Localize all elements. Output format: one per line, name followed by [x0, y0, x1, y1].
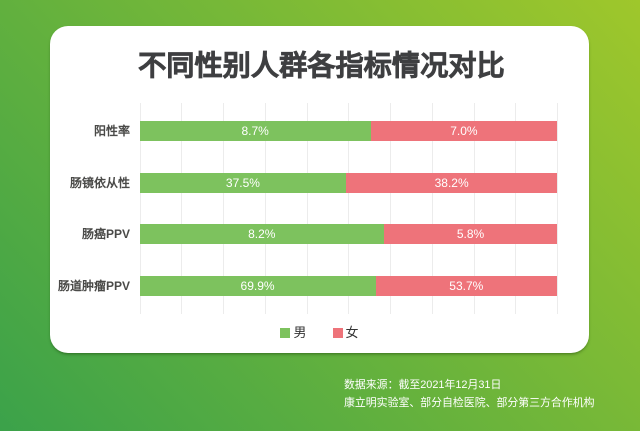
gridline [181, 102, 183, 314]
legend-swatch-icon [332, 327, 343, 338]
bar-value-label: 8.2% [248, 227, 276, 242]
plot-area: 阳性率 8.7% 7.0% 肠镜依从性 37.5% 38.2% 肠癌PPV 8.2% 5.8% 肠… [58, 102, 558, 314]
legend-item-女: 女 [332, 325, 359, 340]
bar-segment-female: 38.2% [346, 172, 557, 193]
bar-segment-male: 8.7% [139, 120, 371, 141]
bar-肠镜依从性: 37.5% 38.2% [139, 172, 558, 193]
bar-segment-female: 7.0% [370, 120, 557, 141]
bar-segment-female: 5.8% [384, 224, 557, 245]
bar-value-label: 69.9% [240, 279, 275, 294]
legend-label: 男 [293, 325, 307, 340]
category-label: 阳性率 [93, 123, 130, 138]
legend-label: 女 [345, 325, 359, 340]
gridline [473, 102, 475, 314]
chart-title: 不同性别人群各指标情况对比 [138, 50, 505, 82]
category-label: 肠道肿瘤PPV [57, 279, 130, 294]
bar-value-label: 7.0% [450, 123, 478, 138]
data-source-line2: 康立明实验室、部分自检医院、部分第三方合作机构 [344, 396, 595, 409]
bar-肠癌PPV: 8.2% 5.8% [139, 224, 558, 245]
bar-value-label: 8.7% [241, 123, 269, 138]
gridline [557, 102, 558, 314]
bar-value-label: 53.7% [449, 279, 484, 294]
category-label: 肠癌PPV [81, 227, 130, 242]
bar-segment-male: 37.5% [139, 172, 347, 193]
data-source-note: 数据来源：截至2021年12月31日 康立明实验室、部分自检医院、部分第三方合作… [344, 376, 595, 412]
gridline [306, 102, 308, 314]
bar-肠道肿瘤PPV: 69.9% 53.7% [139, 276, 558, 297]
data-source-line1: 数据来源：截至2021年12月31日 [344, 378, 502, 391]
bar-segment-male: 69.9% [139, 276, 376, 297]
bar-value-label: 5.8% [456, 227, 485, 242]
legend-swatch-icon [280, 327, 291, 338]
gridline [515, 102, 517, 314]
chart-card: 不同性别人群各指标情况对比 阳性率 8.7% 7.0% 肠镜依从性 37.5% 38.2%… [50, 26, 589, 353]
gridline [223, 102, 224, 314]
gridline [264, 102, 266, 314]
gridline [390, 102, 391, 314]
legend-item-男: 男 [280, 325, 307, 340]
gridline [348, 102, 350, 314]
chart-legend: 男女 [50, 326, 589, 339]
bar-value-label: 38.2% [434, 175, 469, 190]
gridline [431, 102, 433, 314]
bar-segment-male: 8.2% [139, 224, 385, 245]
bar-segment-female: 53.7% [375, 276, 557, 297]
gridline [139, 102, 141, 314]
bar-阳性率: 8.7% 7.0% [139, 120, 558, 141]
bar-value-label: 37.5% [225, 175, 260, 190]
category-label: 肠镜依从性 [69, 175, 130, 190]
